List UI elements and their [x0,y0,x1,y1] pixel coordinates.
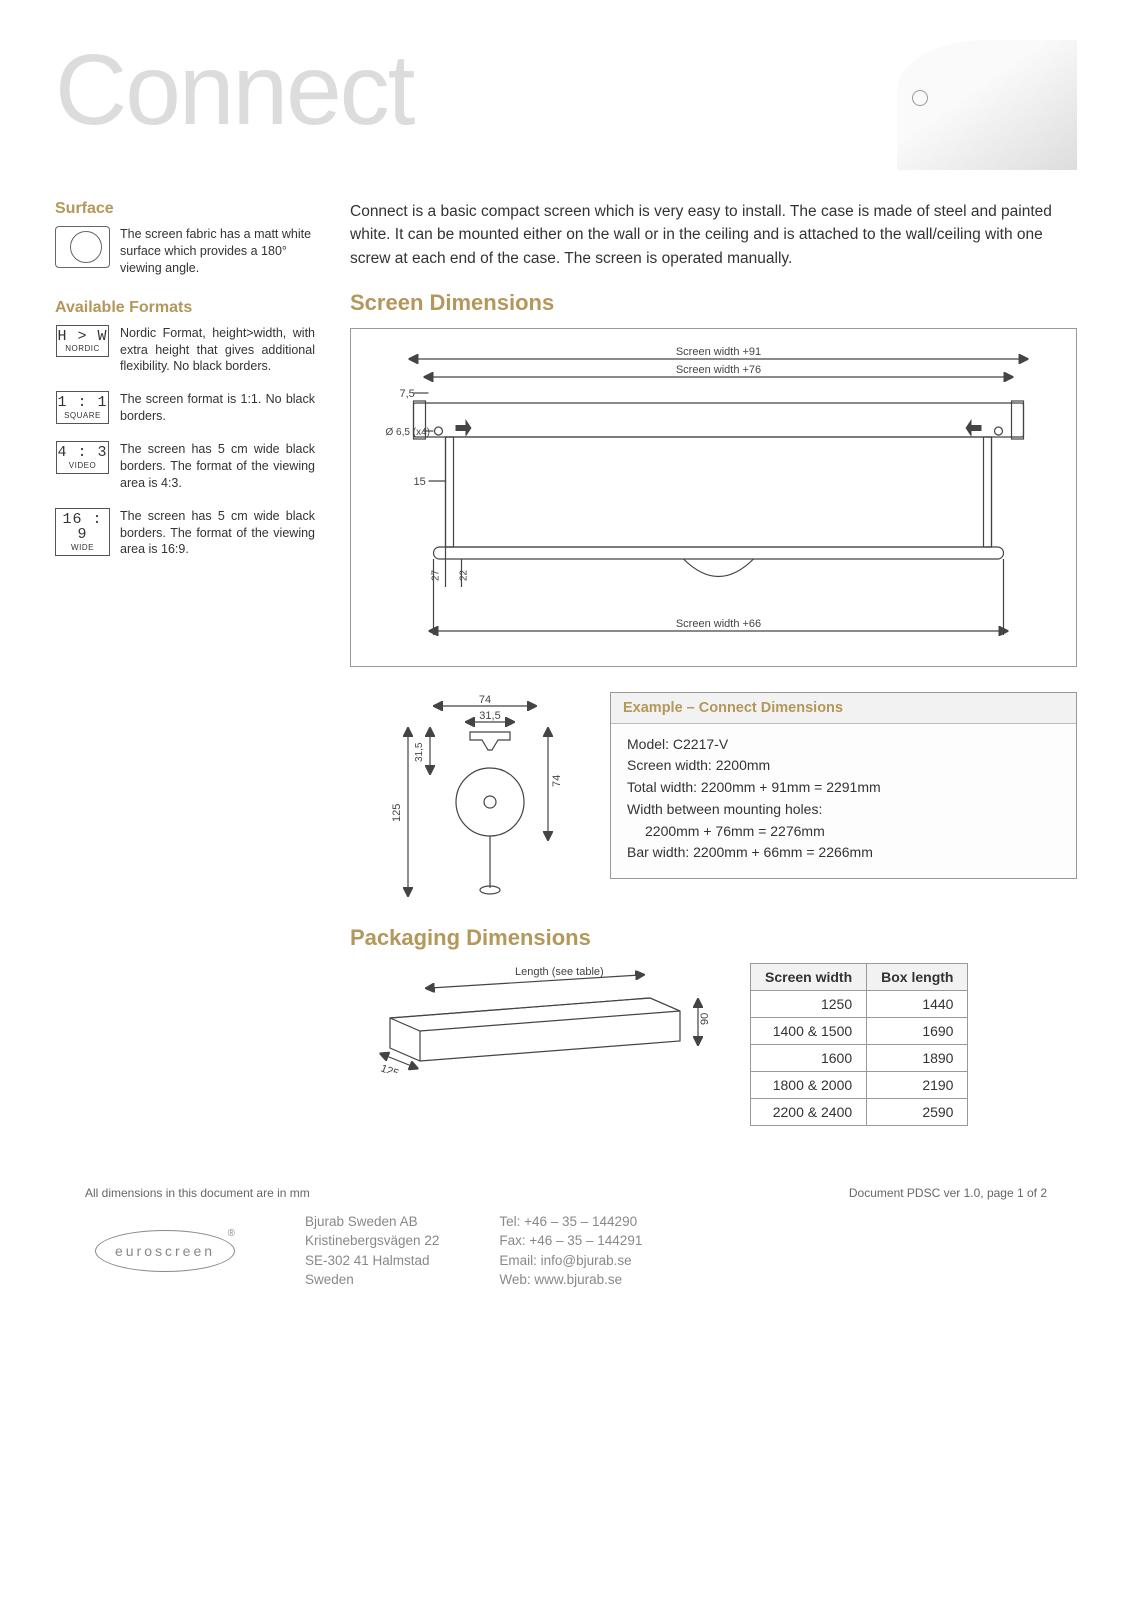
side-diagram: 74 31,5 74 31,5 [350,692,580,905]
footer: All dimensions in this document are in m… [55,1186,1077,1290]
format-box-square: 1 : 1 SQUARE [55,391,110,425]
format-ratio: 16 : 9 [56,512,109,544]
page-title: Connect [55,40,413,140]
dim-bottom: Screen width +66 [676,618,761,630]
pack-90: 90 [699,1013,711,1025]
example-box: Example – Connect Dimensions Model: C221… [610,692,1077,879]
surface-heading: Surface [55,200,315,218]
format-row-video: 4 : 3 VIDEO The screen has 5 cm wide bla… [55,441,315,492]
screen-dims-heading: Screen Dimensions [350,290,1077,316]
dim-top2: Screen width +76 [676,364,761,376]
format-desc: The screen has 5 cm wide black borders. … [120,508,315,559]
left-column: Surface The screen fabric has a matt whi… [55,200,315,1126]
table-row: 1800 & 20002190 [751,1071,968,1098]
example-line: Width between mounting holes: [627,799,1060,821]
packaging-diagram: Length (see table) 90 125 [350,963,720,1076]
dim-15: 15 [414,476,426,488]
d125: 125 [391,803,403,821]
packaging-heading: Packaging Dimensions [350,925,1077,951]
format-sub: NORDIC [57,344,107,355]
table-row: 2200 & 24002590 [751,1098,968,1125]
logo: euroscreen ® [95,1230,245,1272]
surface-icon [55,226,110,268]
logo-ellipse: euroscreen ® [95,1230,235,1272]
intro-paragraph: Connect is a basic compact screen which … [350,200,1077,270]
example-heading: Example – Connect Dimensions [611,693,1076,724]
format-box-video: 4 : 3 VIDEO [55,441,110,492]
table-row: 1400 & 15001690 [751,1017,968,1044]
registered-mark: ® [228,1227,238,1242]
dim-27: 27 [431,569,442,581]
example-row: 74 31,5 74 31,5 [350,692,1077,905]
addr-line: Bjurab Sweden AB [305,1212,439,1232]
format-row-square: 1 : 1 SQUARE The screen format is 1:1. N… [55,391,315,425]
packaging-row: Length (see table) 90 125 Screen width B… [350,963,1077,1126]
example-line: Screen width: 2200mm [627,755,1060,777]
footer-grid: euroscreen ® Bjurab Sweden AB Kristinebe… [55,1212,1077,1290]
product-photo [897,40,1077,170]
format-desc: The screen has 5 cm wide black borders. … [120,441,315,492]
d31_5: 31,5 [479,710,500,722]
footer-note-left: All dimensions in this document are in m… [85,1186,310,1200]
format-sub: WIDE [56,543,109,554]
right-column: Connect is a basic compact screen which … [350,200,1077,1126]
pack-th-length: Box length [867,963,968,990]
header: Connect [55,40,1077,170]
format-ratio: 4 : 3 [57,445,107,461]
pack-125: 125 [379,1062,400,1072]
example-line: Model: C2217-V [627,734,1060,756]
addr-line: Kristinebergsvägen 22 [305,1231,439,1251]
format-sub: VIDEO [57,461,107,472]
format-row-nordic: H > W NORDIC Nordic Format, height>width… [55,325,315,376]
top-diagram-box: Screen width +91 Screen width +76 7,5 Ø … [350,328,1077,667]
dim-hole: Ø 6,5 (x4) [386,427,430,438]
format-sub: SQUARE [57,411,107,422]
top-diagram-svg: Screen width +91 Screen width +76 7,5 Ø … [363,341,1064,651]
contact-line: Web: www.bjurab.se [499,1270,642,1290]
logo-text: euroscreen [115,1241,215,1261]
pack-th-width: Screen width [751,963,867,990]
contact-line: Fax: +46 – 35 – 144291 [499,1231,642,1251]
table-row: 16001890 [751,1044,968,1071]
example-line: Bar width: 2200mm + 66mm = 2266mm [627,842,1060,864]
table-row: 12501440 [751,990,968,1017]
main-grid: Surface The screen fabric has a matt whi… [55,200,1077,1126]
format-ratio: 1 : 1 [57,395,107,411]
format-box-wide: 16 : 9 WIDE [55,508,110,559]
packaging-table: Screen width Box length 12501440 1400 & … [750,963,968,1126]
dim-75: 7,5 [400,388,415,400]
example-line: Total width: 2200mm + 91mm = 2291mm [627,777,1060,799]
d74: 74 [479,694,491,706]
addr-line: Sweden [305,1270,439,1290]
footer-address: Bjurab Sweden AB Kristinebergsvägen 22 S… [305,1212,439,1290]
footer-contact: Tel: +46 – 35 – 144290 Fax: +46 – 35 – 1… [499,1212,642,1290]
format-desc: Nordic Format, height>width, with extra … [120,325,315,376]
dim-top1: Screen width +91 [676,346,761,358]
footer-note-right: Document PDSC ver 1.0, page 1 of 2 [849,1186,1047,1200]
format-box-nordic: H > W NORDIC [55,325,110,376]
example-line: 2200mm + 76mm = 2276mm [627,821,1060,843]
formats-heading: Available Formats [55,299,315,317]
d31_5b: 31,5 [414,742,425,762]
example-body: Model: C2217-V Screen width: 2200mm Tota… [611,724,1076,878]
format-ratio: H > W [57,329,107,345]
footer-notes: All dimensions in this document are in m… [55,1186,1077,1200]
contact-line: Email: info@bjurab.se [499,1251,642,1271]
surface-desc: The screen fabric has a matt white surfa… [120,226,315,277]
d74b: 74 [551,775,563,787]
format-row-wide: 16 : 9 WIDE The screen has 5 cm wide bla… [55,508,315,559]
dim-22: 22 [459,569,470,581]
addr-line: SE-302 41 Halmstad [305,1251,439,1271]
format-desc: The screen format is 1:1. No black borde… [120,391,315,425]
pack-length-label: Length (see table) [515,966,604,978]
surface-row: The screen fabric has a matt white surfa… [55,226,315,277]
contact-line: Tel: +46 – 35 – 144290 [499,1212,642,1232]
